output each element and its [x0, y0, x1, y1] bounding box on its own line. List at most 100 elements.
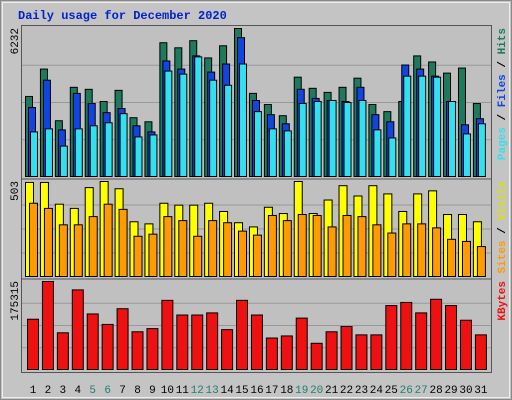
x-tick-label: 25: [385, 385, 398, 397]
bar: [56, 332, 69, 370]
bar: [86, 313, 99, 370]
bar: [253, 111, 262, 177]
x-tick-label: 20: [310, 385, 323, 397]
bar: [208, 220, 218, 277]
bar: [445, 305, 458, 370]
bar: [59, 145, 68, 177]
bar: [134, 136, 143, 177]
bar: [163, 216, 173, 277]
bar: [191, 314, 204, 371]
x-tick-label: 13: [206, 385, 219, 397]
bar: [357, 216, 367, 277]
bar: [148, 233, 158, 278]
legend-separator: /: [497, 221, 509, 241]
x-tick-label: 5: [89, 385, 96, 397]
legend-entry: Files: [497, 74, 509, 107]
x-tick-label: 8: [134, 385, 141, 397]
x-tick-label: 12: [191, 385, 204, 397]
bar: [238, 230, 248, 278]
bar: [88, 216, 98, 277]
x-tick-label: 11: [176, 385, 190, 397]
bar: [402, 223, 412, 277]
bar: [312, 214, 322, 277]
bar: [236, 299, 249, 370]
bar: [476, 246, 486, 278]
bar: [224, 84, 233, 177]
x-tick-label: 9: [149, 385, 156, 397]
legend-entry: Visits: [497, 181, 509, 221]
bar: [71, 289, 84, 371]
bar: [103, 203, 113, 277]
bar: [252, 234, 262, 277]
x-tick-label: 19: [295, 385, 308, 397]
bar: [415, 312, 428, 371]
bar: [73, 224, 83, 277]
bar: [223, 222, 233, 278]
bar: [340, 325, 353, 370]
bar: [27, 318, 39, 371]
bar: [310, 342, 323, 370]
bar: [267, 214, 277, 277]
bar: [448, 100, 457, 177]
bar: [178, 220, 188, 277]
bar: [298, 103, 307, 177]
bar: [250, 314, 263, 371]
bar: [328, 99, 337, 177]
x-tick-label: 17: [265, 385, 278, 397]
bar: [41, 281, 54, 370]
bar: [373, 129, 382, 177]
x-tick-label: 4: [74, 385, 81, 397]
legend: Sites / Visits: [497, 181, 509, 273]
x-tick-label: 15: [235, 385, 248, 397]
bar: [461, 240, 471, 278]
bar: [417, 223, 427, 277]
bar: [116, 308, 129, 371]
x-tick-label: 30: [459, 385, 472, 397]
x-tick-label: 2: [45, 385, 52, 397]
legend: Pages / Files / Hits: [497, 28, 509, 160]
x-tick-label: 22: [340, 385, 353, 397]
bar: [387, 232, 397, 277]
bar: [370, 334, 383, 370]
bar: [194, 56, 203, 177]
bar: [193, 235, 203, 277]
x-tick-label: 23: [355, 385, 368, 397]
x-tick-label: 16: [250, 385, 263, 397]
bar: [164, 70, 173, 177]
bar: [265, 337, 278, 371]
y-tick-label: 503: [10, 181, 22, 201]
legend-entry: Hits: [497, 28, 509, 54]
bar: [343, 101, 352, 177]
bar: [206, 312, 219, 371]
bar: [474, 334, 487, 370]
bar: [89, 125, 98, 177]
legend-separator: /: [497, 54, 509, 74]
chart-title: Daily usage for December 2020: [18, 9, 227, 23]
bar: [342, 214, 352, 277]
bar: [161, 299, 174, 370]
bar: [388, 137, 397, 177]
bar: [282, 220, 292, 277]
x-tick-label: 1: [30, 385, 37, 397]
x-tick-label: 27: [415, 385, 428, 397]
bar: [58, 224, 68, 277]
x-tick-label: 24: [370, 385, 384, 397]
x-tick-label: 3: [60, 385, 67, 397]
legend-separator: /: [497, 107, 509, 127]
bar: [462, 133, 471, 177]
bar: [325, 331, 338, 370]
legend-entry: KBytes: [497, 281, 509, 321]
y-tick-label: 175315: [10, 281, 22, 321]
bar: [118, 208, 128, 277]
x-tick-label: 28: [430, 385, 443, 397]
bar: [104, 122, 113, 178]
bar: [29, 202, 38, 278]
bar: [477, 123, 486, 177]
bar: [149, 134, 158, 177]
x-tick-label: 6: [104, 385, 111, 397]
bar: [44, 128, 53, 177]
y-tick-label: 6232: [10, 28, 22, 54]
x-tick-label: 29: [444, 385, 457, 397]
